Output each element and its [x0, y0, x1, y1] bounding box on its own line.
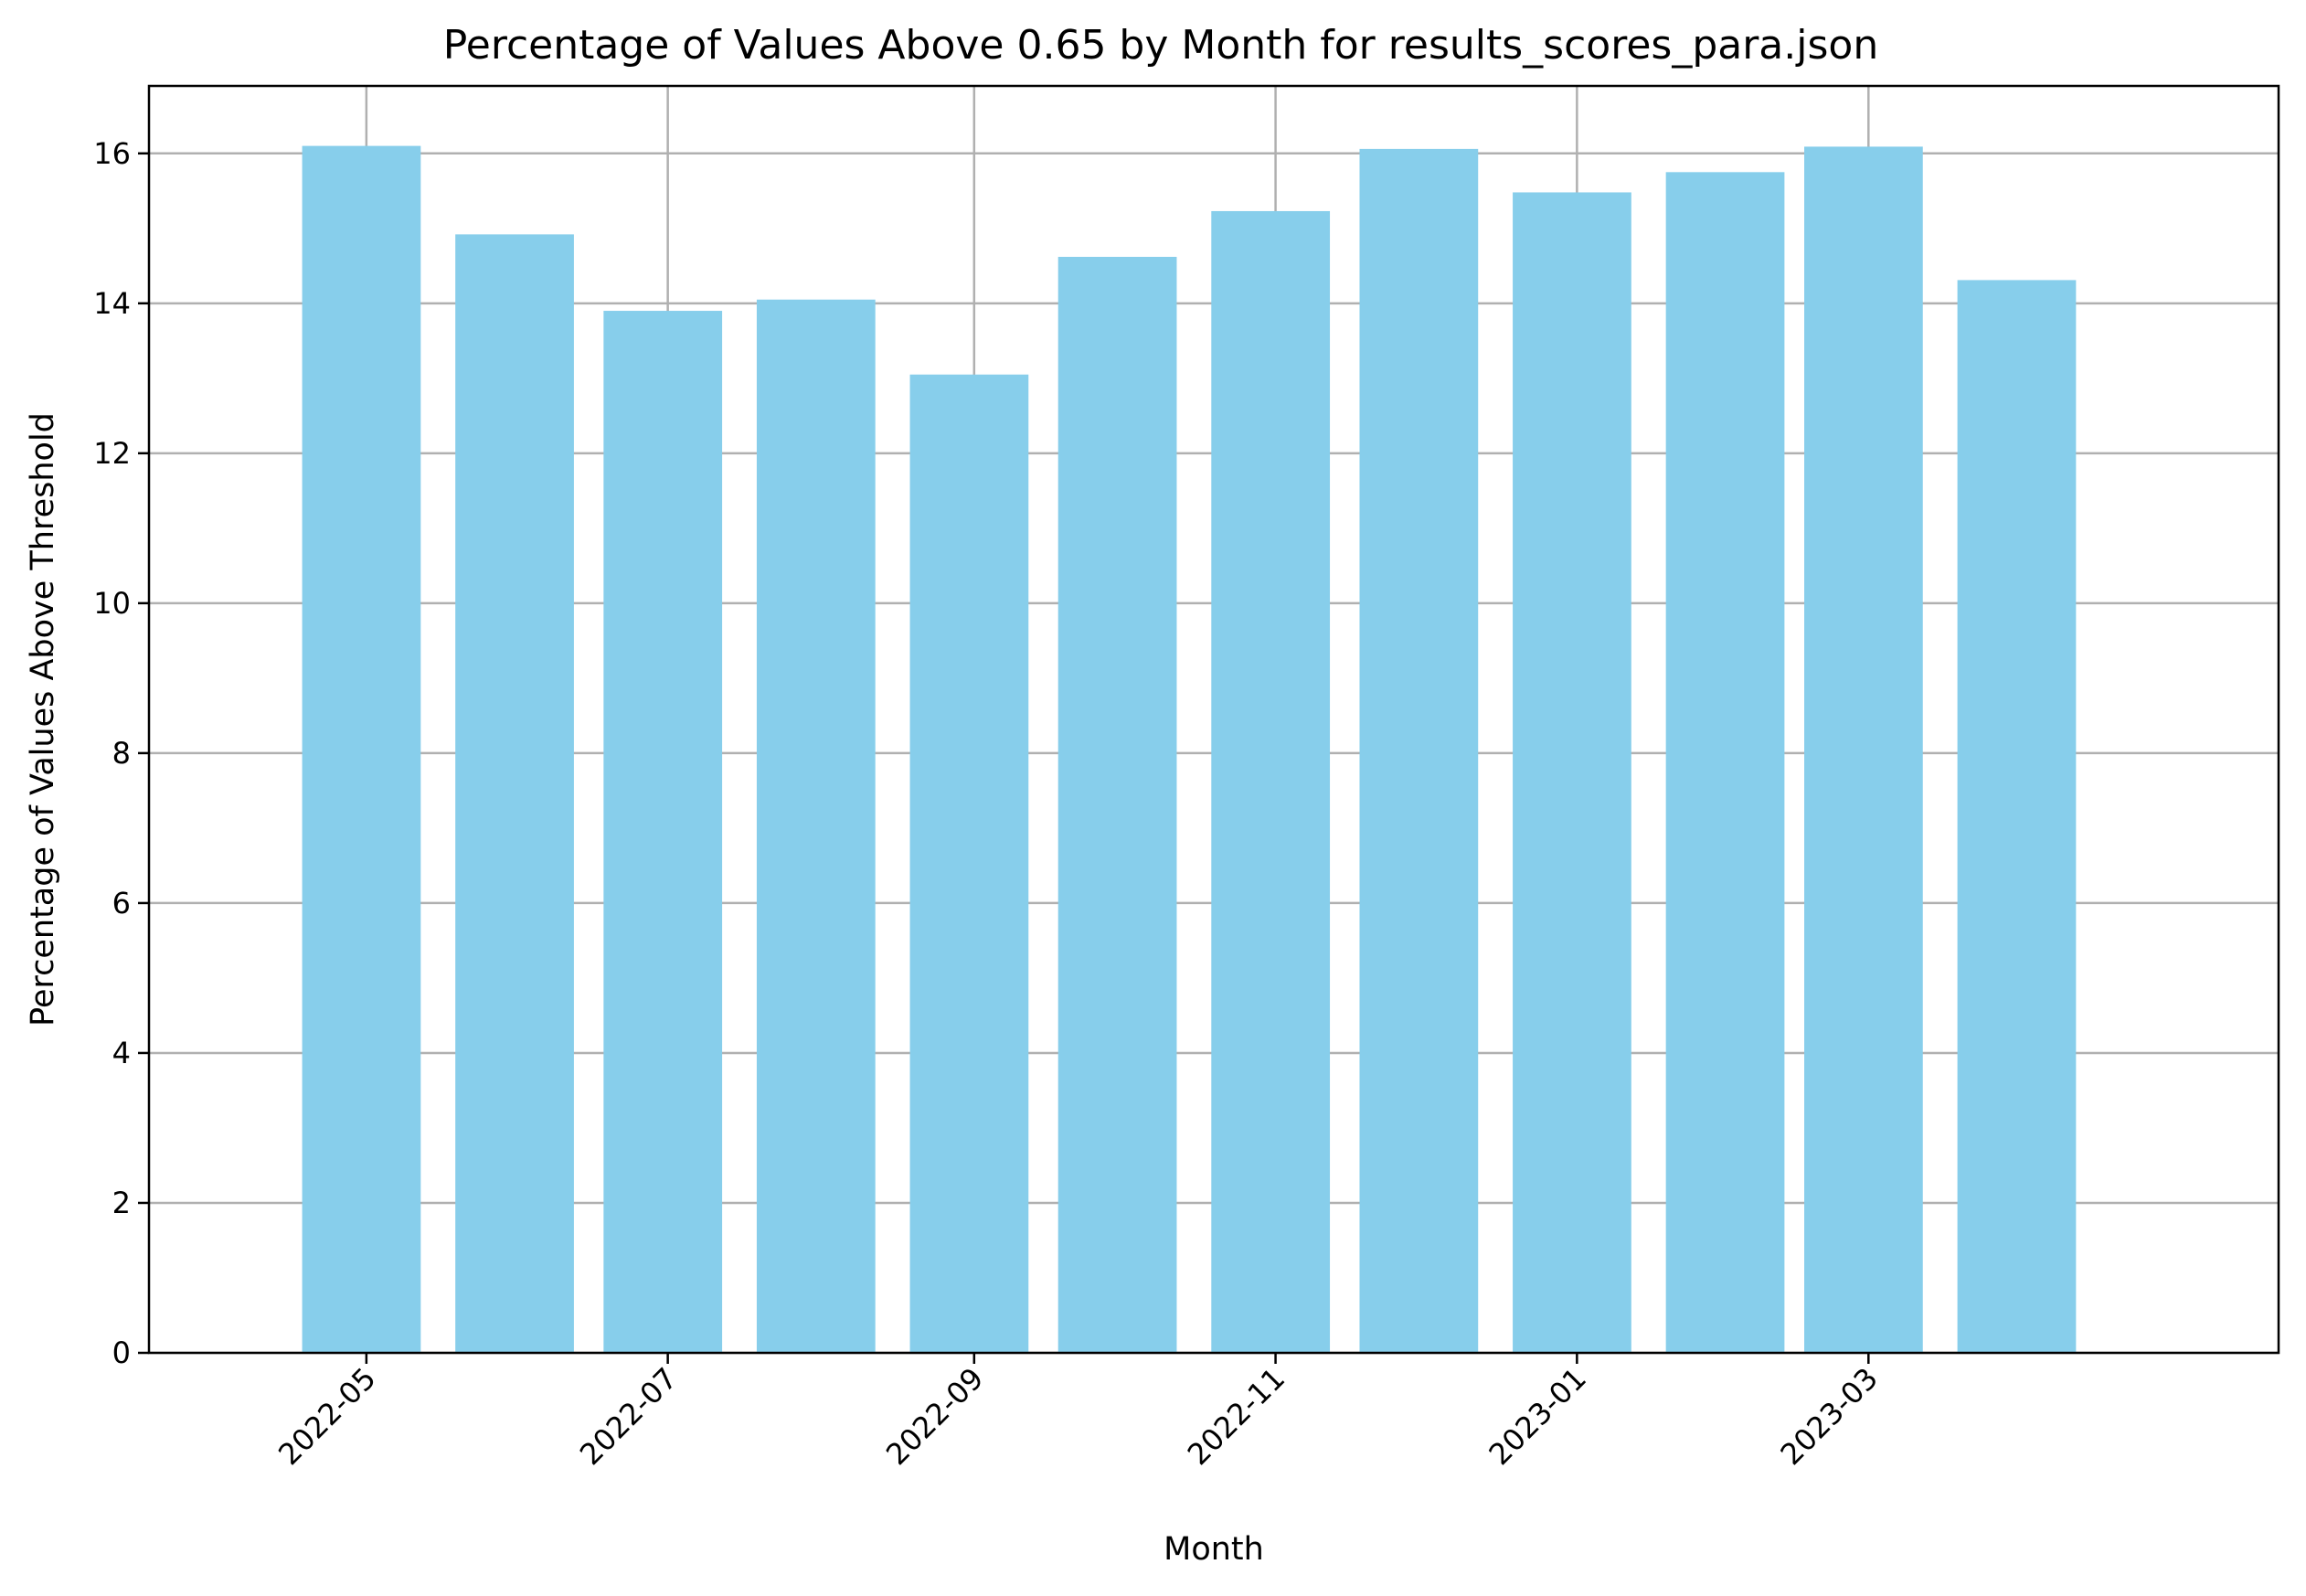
bars — [302, 145, 2077, 1354]
bar-2022-09-30 — [1057, 256, 1177, 1354]
y-axis: 0 2 4 6 8 10 12 14 16 — [93, 136, 149, 1370]
y-tick-label: 0 — [112, 1335, 131, 1370]
y-tick-label: 10 — [93, 586, 131, 621]
y-tick-label: 6 — [112, 886, 131, 920]
y-tick-label: 8 — [112, 736, 131, 771]
bar-2023-01-31 — [1665, 172, 1785, 1354]
chart-title: Percentage of Values Above 0.65 by Month… — [443, 22, 1878, 69]
bar-2022-04-30 — [302, 145, 421, 1353]
bar-2022-06-30 — [603, 311, 723, 1353]
bar-2022-05-31 — [455, 234, 574, 1353]
x-tick-label: 2023-01 — [1482, 1361, 1593, 1472]
bar-2022-12-31 — [1513, 192, 1631, 1354]
plot-frame — [147, 84, 2280, 1355]
y-tick-label: 12 — [93, 436, 131, 471]
y-tick-label: 16 — [93, 136, 131, 171]
bar-2022-07-31 — [756, 299, 876, 1353]
bar-2022-11-30 — [1359, 148, 1479, 1354]
x-tick-label: 2022-07 — [573, 1361, 684, 1472]
y-tick-label: 4 — [112, 1036, 131, 1070]
x-tick-label: 2022-11 — [1181, 1361, 1291, 1472]
bar-2022-08-31 — [909, 374, 1029, 1353]
bar-2023-02-28 — [1804, 146, 1923, 1354]
x-tick-label: 2023-03 — [1774, 1361, 1885, 1472]
x-tick-label: 2022-05 — [271, 1361, 382, 1472]
x-axis: 2022-05 2022-07 2022-09 2022-11 2023-01 2023-… — [271, 1353, 1885, 1472]
x-axis-label: Month — [1164, 1531, 1264, 1568]
y-axis-label: Percentage of Values Above Threshold — [25, 412, 61, 1027]
x-tick-label: 2022-09 — [879, 1361, 990, 1472]
bar-2023-03-31 — [1957, 280, 2077, 1353]
bar-2022-10-31 — [1211, 210, 1331, 1354]
y-tick-label: 2 — [112, 1186, 131, 1220]
y-tick-label: 14 — [93, 286, 131, 321]
